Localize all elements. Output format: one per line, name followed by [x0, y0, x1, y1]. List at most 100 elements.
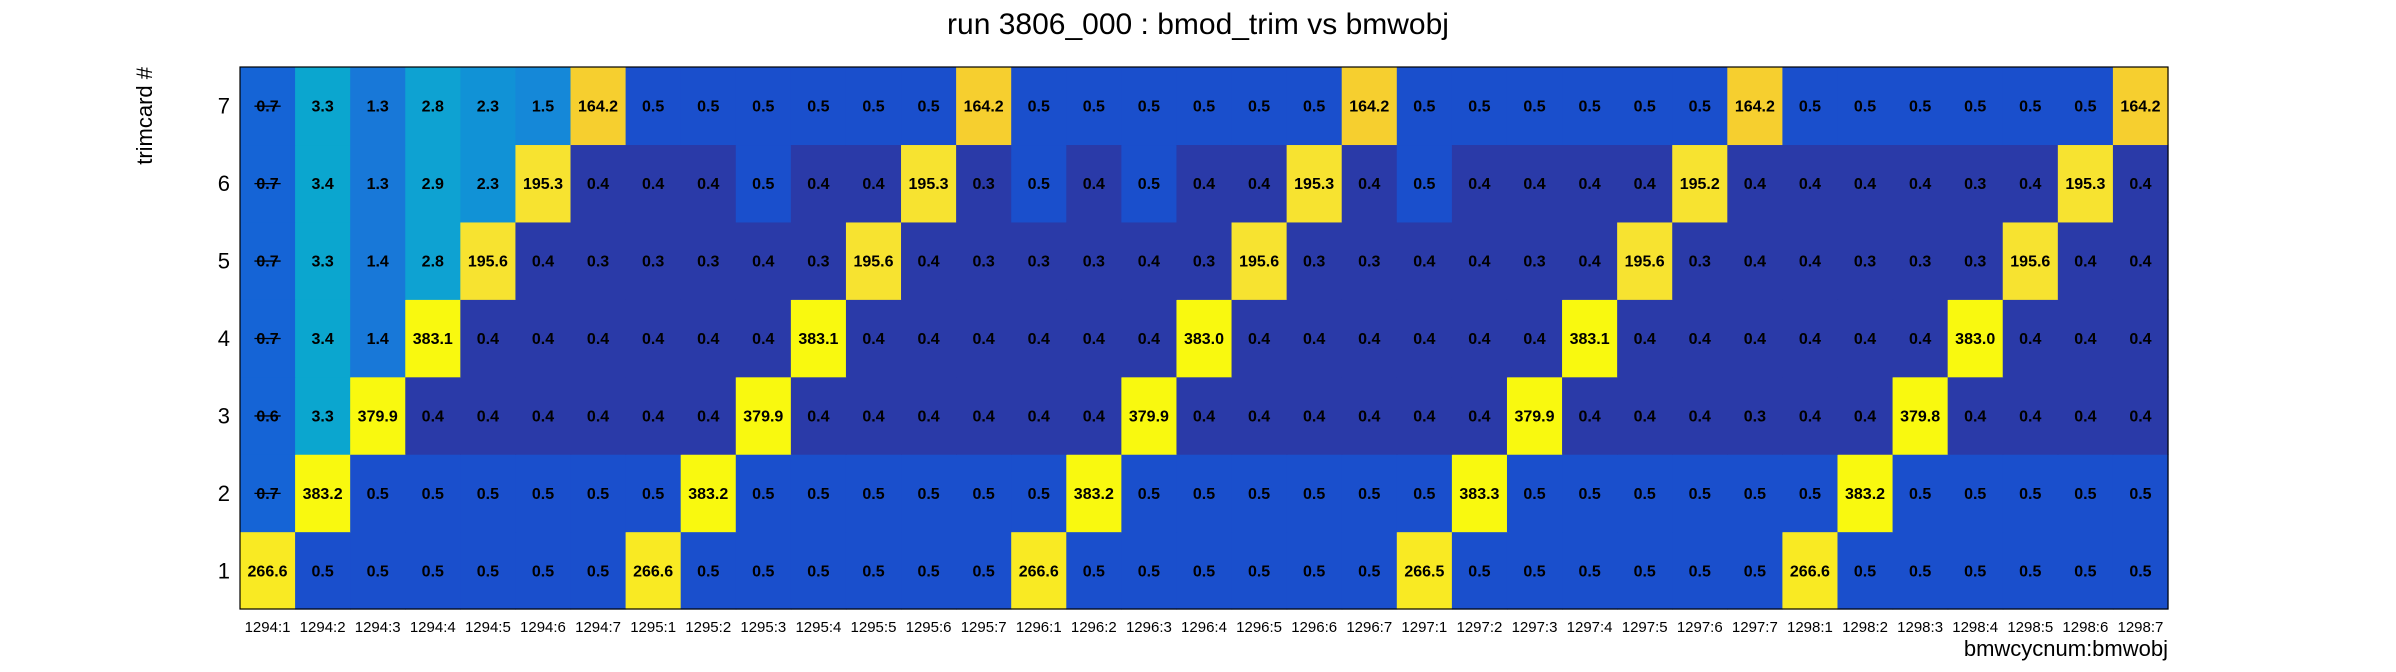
heatmap-cell: [1066, 299, 1122, 378]
cell-value-label: 0.4: [1799, 176, 1821, 193]
heatmap-cell: [1396, 376, 1453, 455]
cell-value-label: 0.4: [642, 331, 664, 348]
heatmap-cell: [1672, 531, 1728, 610]
cell-value-label: 0.5: [697, 563, 719, 580]
heatmap-cell: [570, 454, 627, 533]
cell-value-label: 0.5: [917, 99, 939, 116]
cell-value-label: 0.3: [1964, 254, 1986, 271]
x-tick-label: 1296:1: [1016, 619, 1062, 636]
heatmap-cell: [956, 299, 1012, 378]
heatmap-cell: [350, 299, 406, 378]
heatmap-cell: [1506, 376, 1563, 455]
cell-value-label: 0.5: [1523, 99, 1545, 116]
cell-value-label: 1.4: [367, 331, 389, 348]
cell-value-label: 195.6: [1239, 254, 1279, 271]
cell-value-label: 0.5: [1964, 563, 1986, 580]
cell-value-label: 195.6: [468, 254, 508, 271]
heatmap-cell: [350, 376, 406, 455]
cell-value-label: 1.4: [367, 254, 389, 271]
heatmap-cell: [515, 531, 572, 610]
cell-value-label: 3.3: [312, 99, 334, 116]
cell-value-label: 266.6: [1790, 563, 1830, 580]
heatmap-cell: [1286, 299, 1343, 378]
cell-value-label: 0.4: [1634, 331, 1656, 348]
heatmap-cell: [405, 221, 461, 300]
cell-value-label: 0.5: [1523, 563, 1545, 580]
cell-value-label: 0.5: [752, 176, 774, 193]
cell-value-label: 0.5: [477, 563, 499, 580]
cell-value-label: 0.5: [1634, 99, 1656, 116]
heatmap-cell: [570, 144, 627, 223]
heatmap-cell: [1176, 144, 1233, 223]
heatmap-cell: [1837, 67, 1894, 146]
cell-value-label: 1.5: [532, 99, 554, 116]
heatmap-cell: [1947, 376, 2004, 455]
heatmap-cell: [1121, 221, 1178, 300]
heatmap-cell: [2112, 221, 2169, 300]
cell-value-label: 266.6: [633, 563, 673, 580]
cell-value-label: 0.3: [1303, 254, 1325, 271]
heatmap-cell: [1286, 376, 1343, 455]
heatmap-cell: [625, 144, 682, 223]
cell-value-label: 0.4: [697, 176, 719, 193]
heatmap-cell: [680, 299, 737, 378]
cell-value-label: 0.4: [1468, 408, 1490, 425]
cell-value-label: 383.0: [1184, 331, 1224, 348]
cell-value-label: 0.4: [1744, 254, 1766, 271]
heatmap-cell: [845, 299, 902, 378]
cell-value-label: 0.4: [807, 176, 829, 193]
heatmap-cell: [2112, 376, 2169, 455]
heatmap-cell: [1506, 531, 1563, 610]
cell-value-label: 0.4: [1413, 408, 1435, 425]
x-tick-label: 1298:5: [2007, 619, 2053, 636]
heatmap-cell-labels: 266.6 0.5 0.5 0.5 0.5 0.5 0.5 266.6 0.5 0.5 0.5 0.5…: [248, 99, 2161, 581]
cell-value-label: 0.3: [1909, 254, 1931, 271]
x-tick-label: 1298:7: [2118, 619, 2164, 636]
y-axis-ticks: 1 2 3 4 5 6 7: [218, 94, 230, 584]
heatmap-cell: [295, 144, 351, 223]
heatmap-cell: [1727, 299, 1783, 378]
cell-value-label: 0.4: [2019, 176, 2041, 193]
heatmap-cell: [1947, 221, 2004, 300]
heatmap-cell: [2057, 67, 2114, 146]
heatmap-cell: [1617, 531, 1673, 610]
heatmap-cell: [515, 144, 572, 223]
cell-value-label: 0.4: [587, 331, 609, 348]
x-tick-label: 1296:3: [1126, 619, 1172, 636]
cell-value-label: 0.5: [1303, 563, 1325, 580]
heatmap-cell: [845, 376, 902, 455]
x-tick-label: 1297:5: [1622, 619, 1668, 636]
heatmap-cell: [1341, 454, 1398, 533]
heatmap-cell: [1341, 221, 1398, 300]
heatmap-cell: [1562, 221, 1618, 300]
cell-value-label: 0.4: [752, 254, 774, 271]
cell-value-label: 0.5: [1909, 486, 1931, 503]
chart-title: run 3806_000 : bmod_trim vs bmwobj: [947, 8, 1449, 41]
cell-value-label: 0.5: [2019, 486, 2041, 503]
heatmap-cell: [790, 221, 847, 300]
heatmap-cell: [350, 221, 406, 300]
cell-value-label: 0.5: [422, 486, 444, 503]
cell-value-label: 0.4: [1028, 408, 1050, 425]
heatmap-cell: [1837, 144, 1894, 223]
cell-value-label: 0.4: [1193, 176, 1215, 193]
heatmap-cell: [1286, 67, 1343, 146]
cell-value-label: 0.4: [2074, 331, 2096, 348]
cell-value-label: 0.4: [1083, 176, 1105, 193]
heatmap-cell: [1011, 376, 1067, 455]
heatmap-cell: [515, 221, 572, 300]
heatmap-cell: [2002, 531, 2059, 610]
cell-value-label: 0.5: [1138, 99, 1160, 116]
heatmap-cell: [350, 531, 406, 610]
cell-value-label: 0.4: [917, 408, 939, 425]
cell-value-label: 0.5: [1578, 99, 1600, 116]
heatmap-cell: [515, 299, 572, 378]
heatmap-cell: [956, 221, 1012, 300]
cell-value-label: 0.5: [367, 486, 389, 503]
heatmap-cell: [295, 376, 351, 455]
x-tick-label: 1296:4: [1181, 619, 1227, 636]
cell-value-label: 0.5: [1193, 486, 1215, 503]
heatmap-cell: [1506, 67, 1563, 146]
x-tick-label: 1297:7: [1732, 619, 1778, 636]
cell-value-label: 0.5: [477, 486, 499, 503]
